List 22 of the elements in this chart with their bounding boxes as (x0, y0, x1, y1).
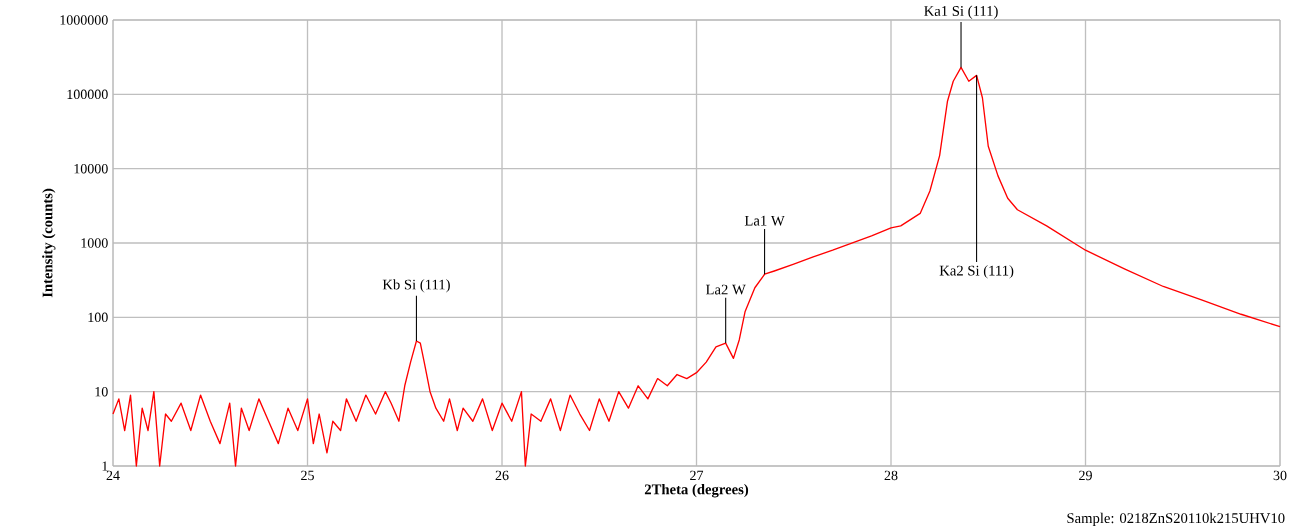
x-tick-label: 28 (884, 470, 898, 481)
x-tick-label: 29 (1079, 470, 1092, 481)
x-tick-label: 26 (495, 470, 509, 481)
annotation: La2 W (705, 284, 746, 295)
y-tick-label: 100000 (67, 89, 108, 100)
x-tick-label: 25 (301, 470, 314, 481)
y-tick-label: 1000 (81, 238, 108, 248)
annotation: Ka1 Si (111) (924, 5, 998, 19)
annotation: Kb Si (111) (382, 279, 450, 293)
x-tick-label: 24 (106, 470, 120, 480)
y-tick-label: 1 (102, 461, 108, 471)
y-tick-label: 1000000 (60, 15, 108, 25)
y-tick-label: 10 (95, 386, 108, 397)
text: Sample: 0218ZnS20110k215UHV10 (1067, 512, 1285, 527)
annotation: La1 W (744, 215, 785, 226)
y-axis-title: Intensity (counts) (42, 188, 56, 298)
y-tick-label: 10000 (74, 163, 108, 174)
y-tick-label: 100 (88, 312, 108, 323)
annotation: Ka2 Si (111) (939, 265, 1014, 279)
x-axis-title: 2Theta (degrees) (644, 483, 749, 498)
x-tick-label: 30 (1273, 470, 1287, 481)
x-tick-label: 27 (690, 470, 704, 480)
